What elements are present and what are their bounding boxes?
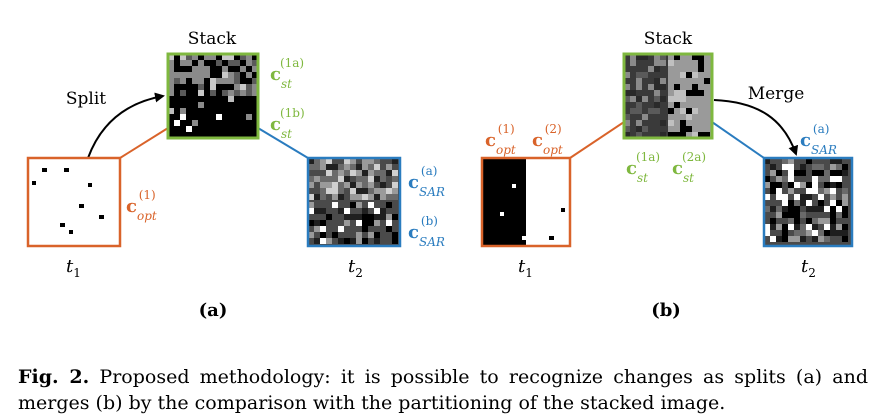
sar-image-t2 bbox=[762, 156, 854, 248]
optical-image-t1 bbox=[480, 156, 572, 248]
panel-a-tag: (a) bbox=[199, 300, 228, 321]
optical-image-t1 bbox=[26, 156, 122, 248]
panel-b-tag: (b) bbox=[651, 300, 681, 321]
sar-connector-line bbox=[257, 127, 309, 159]
c-st-1a-label: cst(1a) bbox=[626, 150, 660, 185]
stack-title: Stack bbox=[644, 29, 693, 49]
t1-label: t1 bbox=[518, 256, 533, 280]
c-opt-1-label: copt(1) bbox=[126, 188, 157, 223]
split-label: Split bbox=[66, 89, 106, 109]
sar-image-t2 bbox=[306, 156, 402, 248]
optical-connector-line bbox=[569, 121, 625, 159]
split-arrow bbox=[87, 92, 165, 159]
c-sar-b-label: cSAR(b) bbox=[408, 214, 445, 249]
c-sar-a-label: cSAR(a) bbox=[800, 122, 837, 157]
panel-b: Stack Merge copt(1) copt(2) cst(1a) cst(… bbox=[480, 29, 854, 321]
c-opt-1-label: copt(1) bbox=[485, 122, 516, 157]
stack-image bbox=[166, 52, 260, 140]
t2-label: t2 bbox=[801, 256, 816, 280]
caption-text: Proposed methodology: it is possible to … bbox=[18, 366, 868, 414]
c-st-1b-label: cst(1b) bbox=[270, 106, 305, 141]
sar-connector-line bbox=[711, 121, 765, 159]
optical-connector-line bbox=[119, 127, 169, 159]
t1-label: t1 bbox=[66, 256, 81, 280]
t2-label: t2 bbox=[348, 256, 363, 280]
c-opt-2-label: copt(2) bbox=[532, 122, 563, 157]
methodology-figure: Stack Split cst(1a) cst(1b) copt(1) cSAR… bbox=[26, 29, 854, 321]
c-st-2a-label: cst(2a) bbox=[672, 150, 706, 185]
stack-title: Stack bbox=[188, 29, 237, 49]
merge-arrow bbox=[713, 99, 799, 156]
figure-caption: Fig. 2. Proposed methodology: it is poss… bbox=[18, 364, 868, 416]
caption-label: Fig. 2. bbox=[18, 366, 90, 388]
c-sar-a-label: cSAR(a) bbox=[408, 164, 445, 199]
c-st-1a-label: cst(1a) bbox=[270, 56, 304, 91]
panel-a: Stack Split cst(1a) cst(1b) copt(1) cSAR… bbox=[26, 29, 445, 321]
merge-label: Merge bbox=[748, 84, 805, 104]
stack-image bbox=[622, 52, 714, 140]
